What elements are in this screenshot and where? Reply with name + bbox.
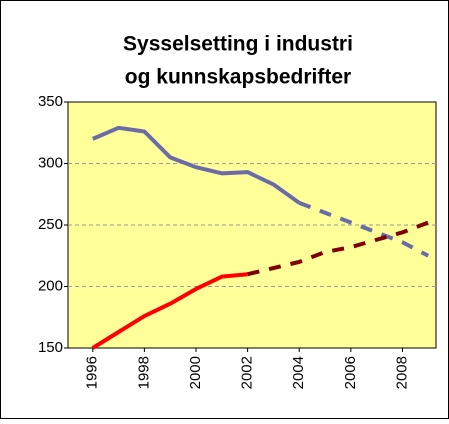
series-line [298,200,430,258]
series-line [91,125,301,205]
chart-title: og kunnskapsbedrifter [125,66,351,89]
x-tick-label: 2000 [187,356,204,389]
x-tick-label: 2002 [239,356,256,389]
x-tick-label: 1996 [84,356,101,389]
y-tick-label: 300 [38,154,63,171]
x-tick-label: 1998 [135,356,152,389]
series-line [247,220,429,277]
y-tick-label: 350 [38,93,63,110]
y-tick-label: 250 [38,216,63,233]
chart-title: Sysselsetting i industri [123,33,353,56]
x-tick-label: 2006 [342,356,359,389]
y-tick-label: 200 [38,277,63,294]
y-tick-label: 150 [38,339,63,356]
x-tick-label: 2008 [393,356,410,389]
series-line [91,272,248,350]
x-tick-label: 2004 [290,356,307,389]
